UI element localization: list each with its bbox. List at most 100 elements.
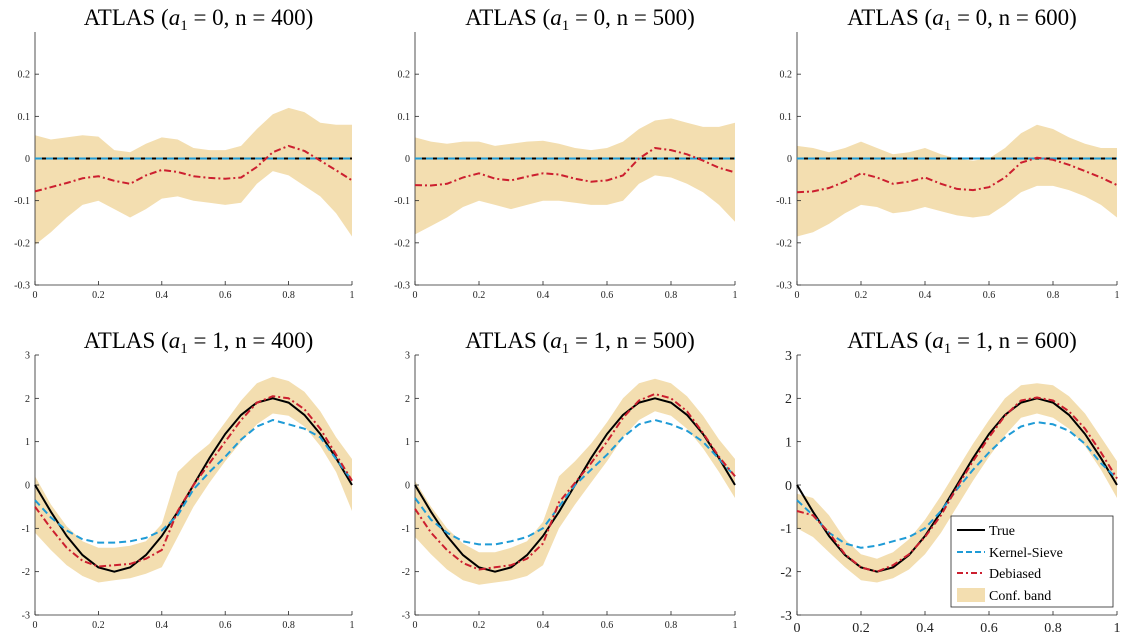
title-variable: a: [550, 5, 562, 30]
y-tick-label: 0.1: [780, 112, 793, 123]
y-tick-label: 0: [405, 154, 410, 165]
title-subscript: 1: [180, 341, 188, 357]
chart-title: ATLAS (a1 = 1, n = 600): [847, 328, 1077, 357]
y-tick-label: 0: [785, 479, 792, 494]
y-tick-label: -1: [22, 524, 30, 535]
chart-title: ATLAS (a1 = 1, n = 400): [84, 328, 314, 357]
y-tick-label: 0.2: [780, 70, 793, 81]
x-tick-label: 1: [733, 620, 738, 631]
title-subscript: 1: [562, 18, 570, 34]
title-prefix: ATLAS (: [84, 328, 169, 353]
y-tick-label: 1: [785, 436, 792, 451]
title-rest: = 0, n = 400): [188, 5, 314, 30]
x-tick-label: 0.6: [219, 620, 232, 631]
x-tick-label: 0.4: [156, 290, 169, 301]
y-tick-label: -3: [22, 611, 30, 622]
x-tick-label: 0: [413, 620, 418, 631]
kernel-sieve-line: [796, 421, 1118, 549]
title-rest: = 1, n = 400): [188, 328, 314, 353]
x-tick-label: 1: [1115, 290, 1120, 301]
title-variable: a: [169, 5, 181, 30]
y-tick-label: 0.2: [18, 70, 31, 81]
y-tick-label: -1: [780, 522, 792, 537]
title-rest: = 1, n = 600): [951, 328, 1077, 353]
title-prefix: ATLAS (: [847, 328, 932, 353]
x-tick-label: 0.4: [537, 290, 550, 301]
chart-panel-1: 0 0.2 0.4 0.6 0.8 1 -0.3 -0.2 -0.1 0 0.1 0.2 ATLAS (…: [14, 5, 354, 301]
y-tick-label: -0.2: [14, 238, 30, 249]
x-tick-label: 0.8: [282, 620, 295, 631]
x-tick-label: 1: [1114, 621, 1121, 636]
y-tick-label: 0: [787, 154, 792, 165]
y-tick-label: 0: [25, 481, 30, 492]
y-tick-label: -0.2: [394, 238, 410, 249]
confidence-band: [797, 124, 1117, 237]
x-tick-label: 0.2: [92, 290, 105, 301]
true-line: [796, 397, 1118, 573]
y-tick-label: 0: [405, 481, 410, 492]
x-tick-label: 0.6: [980, 621, 998, 636]
x-tick-label: 0.2: [852, 621, 870, 636]
x-tick-label: 0.6: [601, 290, 614, 301]
x-tick-label: 0.8: [1047, 290, 1060, 301]
x-tick-label: 0.4: [537, 620, 550, 631]
title-variable: a: [932, 328, 944, 353]
kernel-sieve-line: [414, 419, 736, 546]
y-tick-label: 1: [25, 437, 30, 448]
confidence-band: [415, 378, 735, 585]
title-subscript: 1: [180, 18, 188, 34]
y-tick-label: -0.3: [394, 281, 410, 292]
title-rest: = 0, n = 500): [569, 5, 695, 30]
chart-panel-2: 0 0.2 0.4 0.6 0.8 1 -0.3 -0.2 -0.1 0 0.1 0.2 ATLAS (…: [394, 5, 737, 301]
y-tick-label: 0.1: [18, 112, 31, 123]
confidence-band: [415, 118, 735, 235]
title-rest: = 1, n = 500): [569, 328, 695, 353]
title-subscript: 1: [944, 341, 952, 357]
title-prefix: ATLAS (: [465, 328, 550, 353]
y-tick-label: 0: [25, 154, 30, 165]
x-tick-label: 1: [733, 290, 738, 301]
chart-title: ATLAS (a1 = 0, n = 400): [84, 5, 314, 34]
title-variable: a: [932, 5, 944, 30]
y-tick-label: -2: [780, 566, 792, 581]
x-tick-label: 0: [795, 290, 800, 301]
legend-label: True: [989, 524, 1015, 539]
y-tick-label: 3: [25, 351, 30, 362]
x-tick-label: 0.2: [92, 620, 105, 631]
x-tick-label: 0.6: [219, 290, 232, 301]
debiased-line: [796, 156, 1118, 194]
title-rest: = 0, n = 600): [951, 5, 1077, 30]
y-tick-label: -0.3: [776, 281, 792, 292]
legend-band-swatch: [957, 588, 985, 602]
y-tick-label: -2: [402, 567, 410, 578]
y-tick-label: -0.1: [776, 196, 792, 207]
title-prefix: ATLAS (: [465, 5, 550, 30]
kernel-sieve-line: [34, 419, 353, 544]
y-tick-label: 2: [785, 392, 792, 407]
title-prefix: ATLAS (: [84, 5, 169, 30]
title-variable: a: [169, 328, 181, 353]
debiased-line: [34, 144, 353, 193]
title-subscript: 1: [562, 341, 570, 357]
x-tick-label: 0: [794, 621, 801, 636]
x-tick-label: 0.8: [282, 290, 295, 301]
y-tick-label: -0.1: [394, 196, 410, 207]
y-tick-label: -2: [22, 567, 30, 578]
chart-title: ATLAS (a1 = 0, n = 600): [847, 5, 1077, 34]
x-tick-label: 0.2: [473, 290, 486, 301]
x-tick-label: 0.8: [665, 290, 678, 301]
x-tick-label: 0.6: [983, 290, 996, 301]
x-tick-label: 0: [33, 290, 38, 301]
confidence-band: [797, 383, 1117, 583]
y-tick-label: -1: [402, 524, 410, 535]
legend: True Kernel-Sieve Debiased Conf. band: [950, 515, 1114, 608]
y-tick-label: 1: [405, 437, 410, 448]
y-tick-label: -0.2: [776, 238, 792, 249]
y-tick-label: -0.1: [14, 196, 30, 207]
legend-label: Debiased: [989, 567, 1041, 582]
title-prefix: ATLAS (: [847, 5, 932, 30]
y-tick-label: 3: [405, 351, 410, 362]
